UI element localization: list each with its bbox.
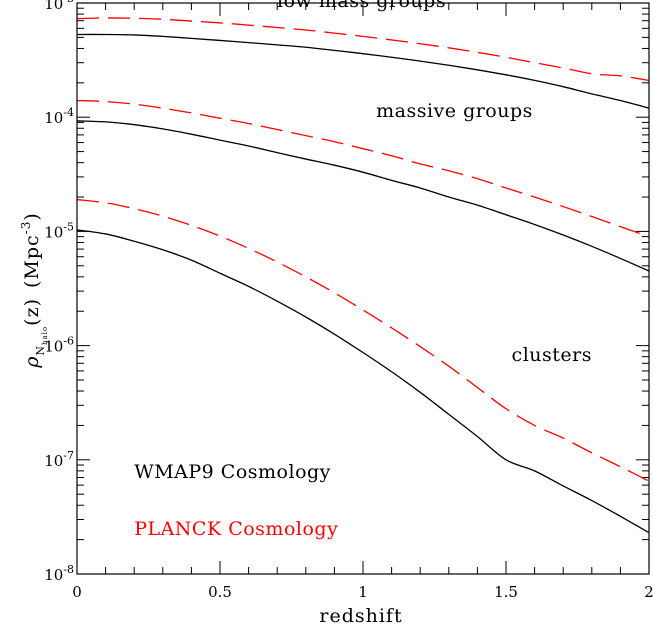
y-tick-label: 10-7 <box>44 449 74 470</box>
plot-frame <box>76 2 650 575</box>
y-label-unit-exp: -3 <box>19 221 33 235</box>
y-label-subscript: N <box>34 345 47 356</box>
y-tick-label: 10-4 <box>44 106 74 127</box>
series-line-massive-groups-wmap9 <box>76 120 650 272</box>
svg-text:ρNhalo(z)(Mpc-3): ρNhalo(z) (Mpc-3) <box>19 212 49 369</box>
series-line-low-mass-groups-planck <box>76 17 650 82</box>
series-line-clusters-planck <box>76 198 650 482</box>
y-label-unit-close: ) <box>21 212 43 220</box>
y-label-subsubscript: halo <box>41 326 49 345</box>
data-series <box>76 17 650 534</box>
axis-ticks <box>76 2 650 575</box>
y-tick-label: 10-5 <box>44 220 74 241</box>
annotation: low mass groups <box>277 0 446 12</box>
x-tick-label: 0 <box>72 583 82 601</box>
y-tick-labels: 10-8 10-7 10-6 10-5 10-4 10-3 <box>44 0 74 584</box>
annotations: low mass groups massive groups clusters WMA… <box>134 0 592 540</box>
x-axis-label: redshift <box>319 605 402 627</box>
y-axis-label: ρNhalo(z) (Mpc-3) <box>19 212 49 369</box>
series-line-clusters-wmap9 <box>76 229 650 534</box>
y-tick-label: 10-8 <box>44 563 74 584</box>
y-tick-label: 10-3 <box>44 0 74 13</box>
y-label-arg: (z) <box>21 298 43 326</box>
annotation: PLANCK Cosmology <box>134 518 338 540</box>
series-line-low-mass-groups-wmap9 <box>76 33 650 109</box>
x-tick-label: 0.5 <box>208 583 232 601</box>
x-tick-labels: 0 0.5 1 1.5 2 <box>72 583 653 601</box>
series-line-massive-groups-planck <box>76 99 650 238</box>
annotation: massive groups <box>376 100 533 122</box>
y-label-symbol: ρ <box>21 356 43 369</box>
y-label-unit: (Mpc <box>21 234 43 288</box>
annotation: WMAP9 Cosmology <box>134 461 331 483</box>
x-tick-label: 2 <box>644 583 653 601</box>
x-tick-label: 1.5 <box>494 583 518 601</box>
x-tick-label: 1 <box>358 583 368 601</box>
y-tick-label: 10-6 <box>44 335 74 356</box>
annotation: clusters <box>512 344 592 366</box>
